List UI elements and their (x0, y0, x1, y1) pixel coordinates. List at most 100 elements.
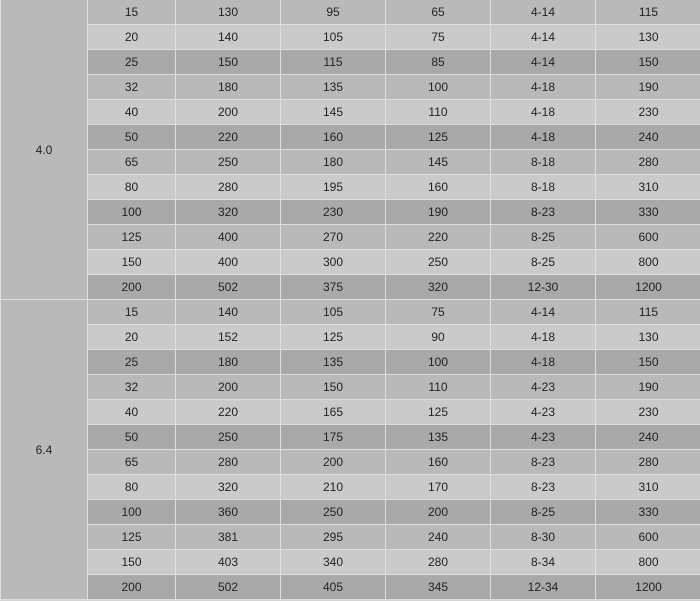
table-cell: 320 (175, 199, 281, 225)
table-cell: 1200 (595, 574, 700, 600)
table-cell: 190 (595, 74, 700, 100)
table-row: 20 152 125 90 4-18 130 (1, 324, 700, 350)
table-cell: 100 (385, 74, 491, 100)
table-cell: 4-18 (490, 349, 596, 375)
table-cell: 8-18 (490, 174, 596, 200)
table-cell: 8-34 (490, 549, 596, 575)
table-cell: 320 (175, 474, 281, 500)
table-cell: 250 (175, 149, 281, 175)
table-cell: 320 (385, 274, 491, 300)
table-row: 150 400 300 250 8-25 800 (1, 249, 700, 275)
table-cell: 160 (385, 174, 491, 200)
table-cell: 250 (280, 499, 386, 525)
table-cell: 600 (595, 524, 700, 550)
table-cell: 152 (175, 324, 281, 350)
table-cell: 4-18 (490, 324, 596, 350)
table-cell: 140 (175, 299, 281, 325)
table-cell: 250 (385, 249, 491, 275)
table-cell: 150 (175, 49, 281, 75)
table-row: 80 280 195 160 8-18 310 (1, 174, 700, 200)
table-cell: 200 (385, 499, 491, 525)
table-cell: 8-23 (490, 474, 596, 500)
table-row: 32 200 150 110 4-23 190 (1, 374, 700, 400)
table-cell: 110 (385, 99, 491, 125)
table-cell: 200 (175, 99, 281, 125)
table-cell: 145 (280, 99, 386, 125)
table-row: 80 320 210 170 8-23 310 (1, 474, 700, 500)
table-cell: 4-23 (490, 399, 596, 425)
table-cell: 65 (385, 0, 491, 25)
table-row: 4.0 15 130 95 65 4-14 115 (0, 0, 700, 300)
table-cell: 150 (595, 49, 700, 75)
table-cell: 135 (280, 74, 386, 100)
table-cell: 375 (280, 274, 386, 300)
table-cell: 130 (175, 0, 281, 25)
table-cell: 270 (280, 224, 386, 250)
table-cell: 8-25 (490, 224, 596, 250)
table-cell: 8-25 (490, 499, 596, 525)
table-cell: 403 (175, 549, 281, 575)
table-cell: 200 (87, 574, 176, 600)
table-row: 125 400 270 220 8-25 600 (1, 224, 700, 250)
table-cell: 4-14 (490, 49, 596, 75)
table-row: 200 502 405 345 12-34 1200 (1, 574, 700, 600)
table-cell: 310 (595, 174, 700, 200)
table-cell: 220 (385, 224, 491, 250)
table-cell: 1200 (595, 274, 700, 300)
table-row: 100 360 250 200 8-25 330 (1, 499, 700, 525)
table-cell: 180 (175, 74, 281, 100)
table-cell: 150 (87, 549, 176, 575)
table-cell: 180 (175, 349, 281, 375)
table-cell: 175 (280, 424, 386, 450)
table-cell: 4-18 (490, 99, 596, 125)
table-cell: 32 (87, 74, 176, 100)
table-cell: 130 (595, 324, 700, 350)
table-cell: 75 (385, 299, 491, 325)
table-cell: 80 (87, 174, 176, 200)
table-cell: 180 (280, 149, 386, 175)
table-cell: 4-14 (490, 299, 596, 325)
table-cell: 345 (385, 574, 491, 600)
table-cell: 125 (87, 224, 176, 250)
table-cell: 12-34 (490, 574, 596, 600)
table-cell: 15 (87, 299, 176, 325)
table-cell: 135 (385, 424, 491, 450)
table-cell: 65 (87, 449, 176, 475)
table-cell: 100 (87, 199, 176, 225)
table-cell: 4-14 (490, 0, 596, 25)
pressure-group-cell: 6.4 (0, 299, 88, 600)
table-cell: 4-23 (490, 374, 596, 400)
table-row: 65 280 200 160 8-23 280 (1, 449, 700, 475)
table-cell: 190 (595, 374, 700, 400)
table-cell: 300 (280, 249, 386, 275)
table-cell: 40 (87, 99, 176, 125)
table-cell: 25 (87, 49, 176, 75)
table-cell: 230 (595, 399, 700, 425)
table-cell: 170 (385, 474, 491, 500)
table-row: 100 320 230 190 8-23 330 (1, 199, 700, 225)
table-cell: 150 (87, 249, 176, 275)
table-cell: 20 (87, 24, 176, 50)
table-cell: 280 (385, 549, 491, 575)
table-cell: 145 (385, 149, 491, 175)
table-cell: 32 (87, 374, 176, 400)
table-cell: 381 (175, 524, 281, 550)
table-cell: 160 (385, 449, 491, 475)
table-cell: 125 (385, 399, 491, 425)
table-cell: 340 (280, 549, 386, 575)
table-cell: 250 (175, 424, 281, 450)
table-cell: 4-23 (490, 424, 596, 450)
table-cell: 20 (87, 324, 176, 350)
table-cell: 195 (280, 174, 386, 200)
table-row: 50 220 160 125 4-18 240 (1, 124, 700, 150)
table-cell: 100 (385, 349, 491, 375)
table-cell: 65 (87, 149, 176, 175)
table-cell: 90 (385, 324, 491, 350)
table-cell: 200 (280, 449, 386, 475)
table-cell: 4-18 (490, 124, 596, 150)
table-cell: 125 (385, 124, 491, 150)
table-cell: 502 (175, 274, 281, 300)
table-cell: 50 (87, 124, 176, 150)
table-cell: 95 (280, 0, 386, 25)
table-cell: 800 (595, 249, 700, 275)
